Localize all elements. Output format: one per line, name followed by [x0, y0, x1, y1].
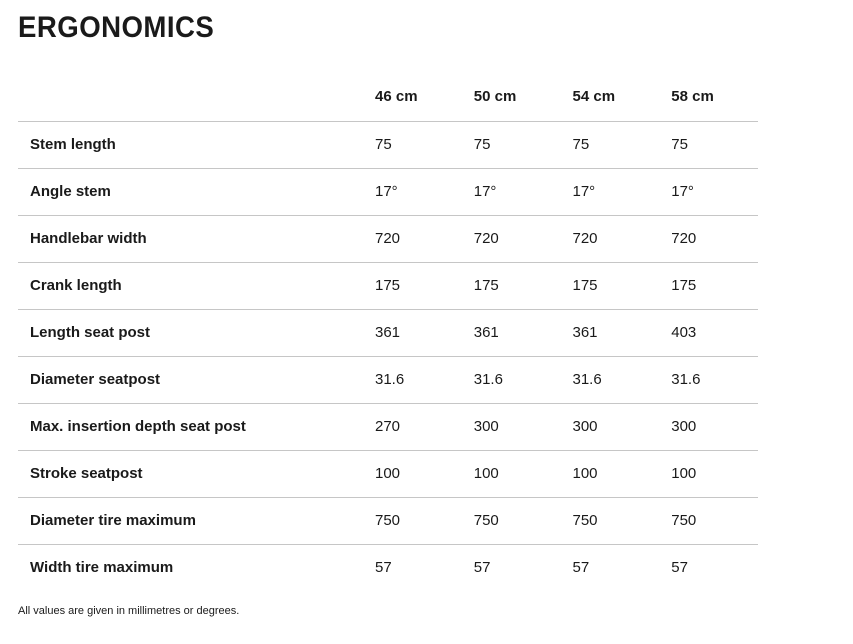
cell-value: 57 — [572, 559, 590, 576]
table-row: Crank length 175 175 175 175 — [18, 262, 758, 310]
table-row: Handlebar width 720 720 720 720 — [18, 215, 758, 263]
row-label: Handlebar width — [18, 215, 363, 263]
cell-value: 17° — [659, 168, 758, 216]
cell-value: 720 — [363, 215, 462, 263]
table-row: Width tire maximum 57 57 57 57 — [18, 545, 758, 592]
cell-value: 31.6 — [659, 356, 758, 404]
table-row: Diameter seatpost 31.6 31.6 31.6 31.6 — [18, 356, 758, 404]
table-row: Stem length 75 75 75 75 — [18, 121, 758, 169]
column-header-46cm: 46 cm — [363, 89, 462, 122]
row-label: Stem length — [18, 121, 363, 169]
cell-value: 750 — [560, 497, 660, 545]
cell-value: 75 — [560, 121, 660, 169]
row-label: Max. insertion depth seat post — [18, 403, 363, 451]
table-row: Angle stem 17° 17° 17° 17° — [18, 168, 758, 216]
cell-value: 175 — [363, 262, 462, 310]
cell-value: 361 — [560, 309, 660, 357]
cell-value: 300 — [461, 403, 561, 451]
cell-value: 57 — [671, 559, 688, 576]
cell-value: 750 — [363, 497, 462, 545]
cell-value: 300 — [560, 403, 660, 451]
column-header-54cm: 54 cm — [560, 89, 660, 122]
cell-value: 57 — [375, 559, 392, 576]
row-label: Length seat post — [18, 309, 363, 357]
cell-value: 100 — [461, 450, 561, 498]
cell-value: 361 — [461, 309, 561, 357]
cell-value: 720 — [461, 215, 561, 263]
cell-value: 17° — [363, 168, 462, 216]
cell-value: 403 — [659, 309, 758, 357]
row-label: Crank length — [18, 262, 363, 310]
cell-value: 361 — [363, 309, 462, 357]
row-label: Diameter tire maximum — [18, 497, 363, 545]
cell-value: 175 — [659, 262, 758, 310]
table-row: Stroke seatpost 100 100 100 100 — [18, 450, 758, 498]
cell-value: 75 — [363, 121, 462, 169]
page-title: ERGONOMICS — [0, 0, 853, 43]
cell-value: 31.6 — [363, 356, 462, 404]
cell-value: 720 — [560, 215, 660, 263]
table-row: Diameter tire maximum 750 750 750 750 — [18, 497, 758, 545]
cell-value: 100 — [363, 450, 462, 498]
cell-value: 31.6 — [560, 356, 660, 404]
page-title-text: ERGONOMICS — [18, 11, 215, 44]
cell-value: 100 — [560, 450, 660, 498]
row-label: Stroke seatpost — [18, 450, 363, 498]
cell-value: 750 — [659, 497, 758, 545]
column-header-58cm: 58 cm — [659, 89, 758, 122]
cell-value: 57 — [473, 559, 491, 576]
table-row: Max. insertion depth seat post 270 300 3… — [18, 403, 758, 451]
cell-value: 175 — [461, 262, 561, 310]
cell-value: 100 — [659, 450, 758, 498]
row-label: Width tire maximum — [30, 559, 174, 576]
cell-value: 75 — [659, 121, 758, 169]
cell-value: 75 — [461, 121, 561, 169]
cell-value: 17° — [560, 168, 660, 216]
cell-value: 300 — [659, 403, 758, 451]
cell-value: 270 — [363, 403, 462, 451]
cell-value: 175 — [560, 262, 660, 310]
ergonomics-spec-table: 46 cm 50 cm 54 cm 58 cm Stem length 75 7… — [18, 89, 758, 591]
header-empty-cell — [18, 89, 363, 122]
row-label: Diameter seatpost — [18, 356, 363, 404]
units-footnote: All values are given in millimetres or d… — [18, 605, 240, 617]
cell-value: 31.6 — [461, 356, 561, 404]
cell-value: 17° — [461, 168, 561, 216]
table-header-row: 46 cm 50 cm 54 cm 58 cm — [18, 89, 758, 122]
row-label: Angle stem — [18, 168, 363, 216]
column-header-50cm: 50 cm — [461, 89, 561, 122]
table-row: Length seat post 361 361 361 403 — [18, 309, 758, 357]
cell-value: 720 — [659, 215, 758, 263]
cell-value: 750 — [461, 497, 561, 545]
